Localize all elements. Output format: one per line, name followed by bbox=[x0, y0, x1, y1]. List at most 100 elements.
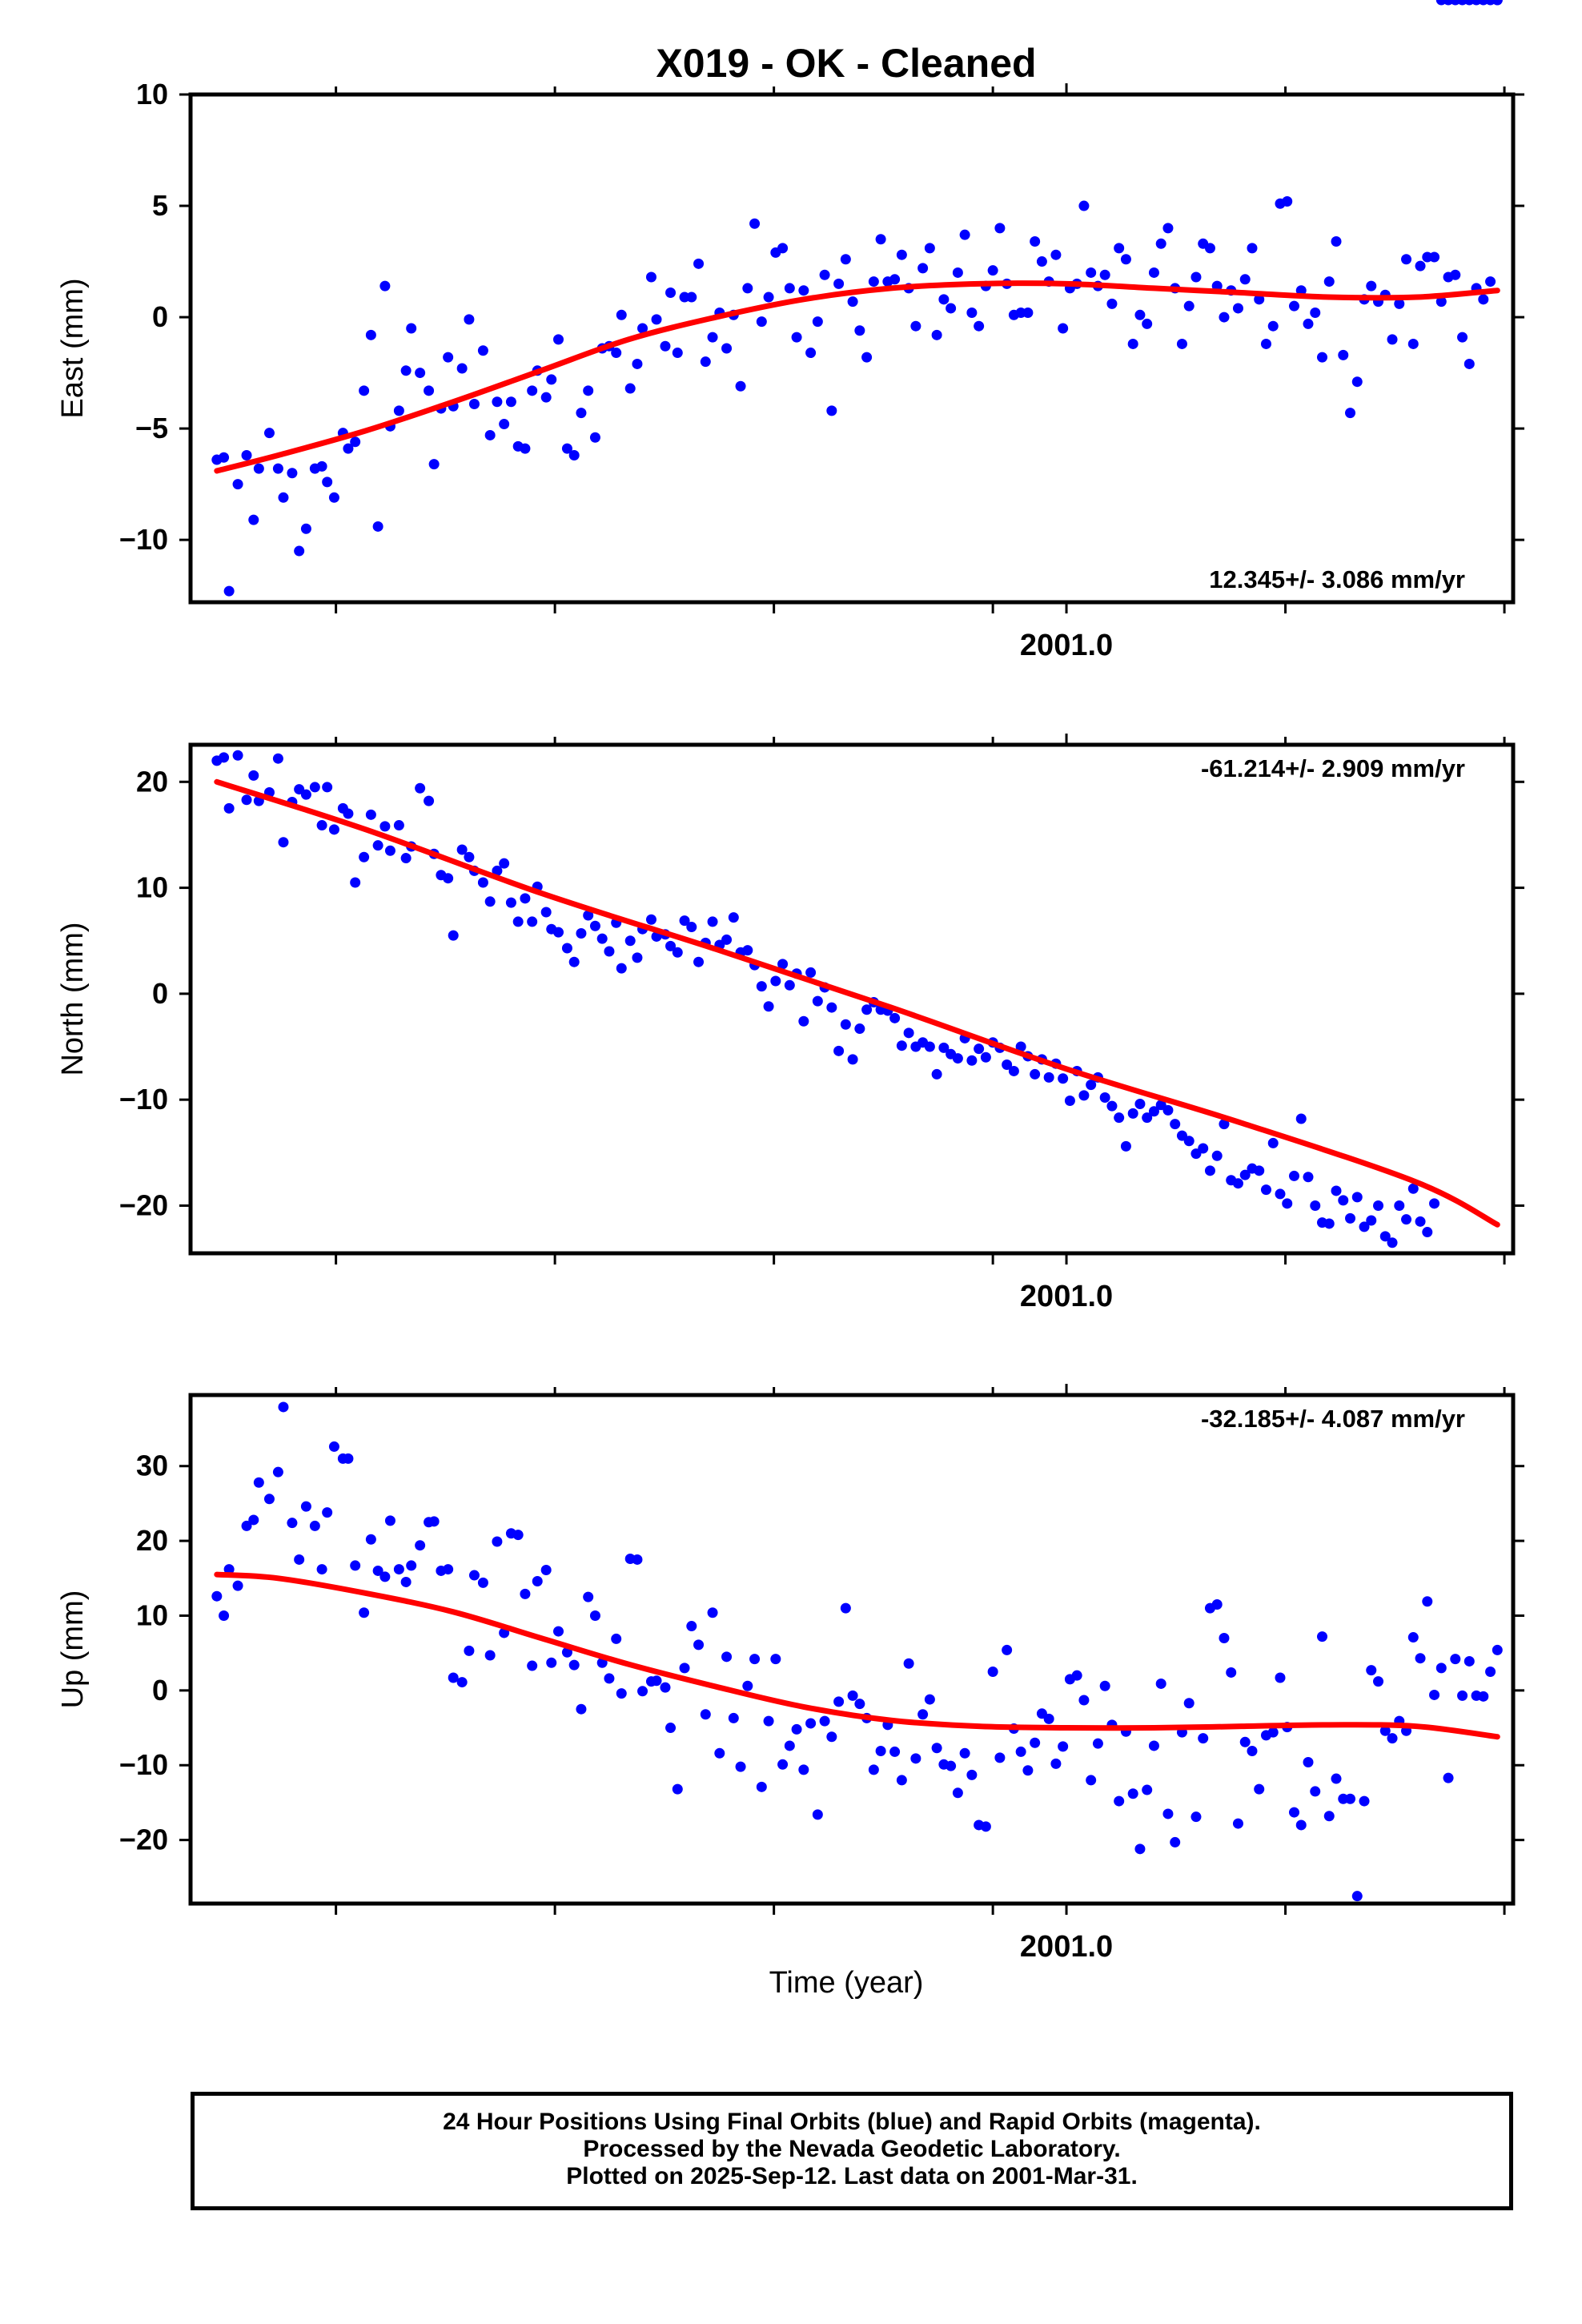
data-point bbox=[672, 348, 683, 359]
data-point bbox=[428, 459, 440, 470]
data-point bbox=[232, 1580, 243, 1591]
data-point bbox=[477, 1577, 488, 1588]
data-point bbox=[1450, 269, 1461, 280]
data-point bbox=[679, 915, 690, 927]
data-point bbox=[350, 1560, 361, 1571]
data-point bbox=[700, 356, 711, 368]
data-point bbox=[1106, 298, 1118, 309]
data-point bbox=[1295, 1113, 1307, 1124]
data-point bbox=[415, 782, 426, 794]
data-point bbox=[1323, 1811, 1335, 1822]
data-point bbox=[604, 946, 615, 957]
data-point bbox=[1071, 1670, 1082, 1681]
data-point bbox=[632, 358, 643, 369]
data-point bbox=[812, 316, 823, 328]
data-point bbox=[343, 443, 354, 454]
data-point bbox=[1219, 1632, 1230, 1643]
data-point bbox=[372, 840, 383, 851]
data-point bbox=[791, 1723, 802, 1735]
data-point bbox=[300, 1501, 311, 1512]
data-point bbox=[520, 1588, 531, 1599]
data-point bbox=[700, 1709, 711, 1720]
data-point bbox=[1282, 1198, 1293, 1209]
data-point bbox=[946, 303, 957, 314]
data-point bbox=[343, 1453, 354, 1464]
data-point bbox=[833, 1696, 845, 1707]
data-point bbox=[1359, 1795, 1370, 1807]
data-point bbox=[1030, 1068, 1041, 1080]
data-point bbox=[1022, 1765, 1034, 1776]
data-point bbox=[1183, 1698, 1195, 1709]
data-point bbox=[492, 396, 503, 408]
data-point bbox=[1303, 1172, 1314, 1183]
data-point bbox=[721, 1651, 733, 1663]
data-point bbox=[1219, 312, 1230, 323]
data-point bbox=[309, 782, 320, 793]
data-point bbox=[819, 269, 830, 280]
data-point bbox=[896, 249, 907, 260]
data-point bbox=[763, 1715, 774, 1727]
data-point bbox=[966, 308, 978, 319]
data-point bbox=[1114, 243, 1125, 254]
data-point bbox=[448, 1672, 459, 1683]
data-point bbox=[1464, 358, 1475, 369]
data-point bbox=[735, 1761, 746, 1772]
data-point bbox=[1366, 1665, 1377, 1676]
chart-title: X019 - OK - Cleaned bbox=[656, 41, 1036, 86]
data-point bbox=[903, 1658, 914, 1669]
data-point bbox=[924, 1041, 935, 1052]
data-point bbox=[756, 981, 767, 992]
data-point bbox=[974, 1043, 985, 1055]
data-point bbox=[1247, 1746, 1258, 1756]
data-point bbox=[1239, 1736, 1251, 1747]
y-tick-label: 20 bbox=[136, 1524, 168, 1557]
data-point bbox=[1120, 254, 1131, 265]
data-point bbox=[1429, 1689, 1440, 1700]
data-point bbox=[379, 1571, 391, 1582]
data-points bbox=[211, 0, 1503, 597]
data-point bbox=[742, 945, 753, 956]
data-point bbox=[1415, 260, 1426, 271]
panel-1: −10 −5 0 5 10 2001.0 East (mm) 12.345+/- 3.086 … bbox=[56, 0, 1524, 662]
data-point bbox=[527, 916, 538, 927]
data-point bbox=[1387, 1733, 1398, 1744]
data-point bbox=[576, 408, 587, 419]
data-point bbox=[966, 1055, 978, 1066]
data-point bbox=[1295, 285, 1307, 296]
data-point bbox=[1492, 0, 1503, 6]
data-point bbox=[253, 1477, 264, 1488]
data-point bbox=[672, 1783, 683, 1795]
data-point bbox=[1050, 1758, 1062, 1769]
data-point bbox=[637, 1686, 648, 1697]
data-point bbox=[833, 278, 845, 289]
data-point bbox=[596, 933, 608, 944]
data-point bbox=[784, 979, 795, 991]
data-point bbox=[770, 1654, 781, 1665]
data-point bbox=[248, 1514, 259, 1526]
y-tick-label: 0 bbox=[152, 300, 168, 333]
data-point bbox=[492, 1536, 503, 1547]
data-point bbox=[721, 343, 733, 354]
data-point bbox=[464, 1645, 475, 1656]
data-point bbox=[1254, 294, 1265, 305]
data-point bbox=[379, 821, 391, 832]
data-point bbox=[568, 449, 580, 460]
data-point bbox=[1239, 1169, 1251, 1180]
data-point bbox=[1316, 352, 1327, 363]
data-point bbox=[763, 292, 774, 303]
data-point bbox=[263, 1494, 275, 1505]
data-point bbox=[1050, 249, 1062, 260]
data-point bbox=[1351, 1192, 1363, 1203]
data-point bbox=[443, 1564, 454, 1575]
data-point bbox=[637, 323, 648, 334]
data-point bbox=[316, 1564, 327, 1575]
data-point bbox=[1345, 1793, 1356, 1804]
data-point bbox=[1485, 1667, 1496, 1678]
data-point bbox=[1267, 320, 1279, 332]
data-point bbox=[1316, 1631, 1327, 1642]
data-point bbox=[645, 271, 656, 283]
data-point bbox=[532, 1576, 543, 1587]
data-point bbox=[1120, 1140, 1131, 1152]
data-point bbox=[966, 1769, 978, 1780]
data-point bbox=[583, 910, 594, 921]
